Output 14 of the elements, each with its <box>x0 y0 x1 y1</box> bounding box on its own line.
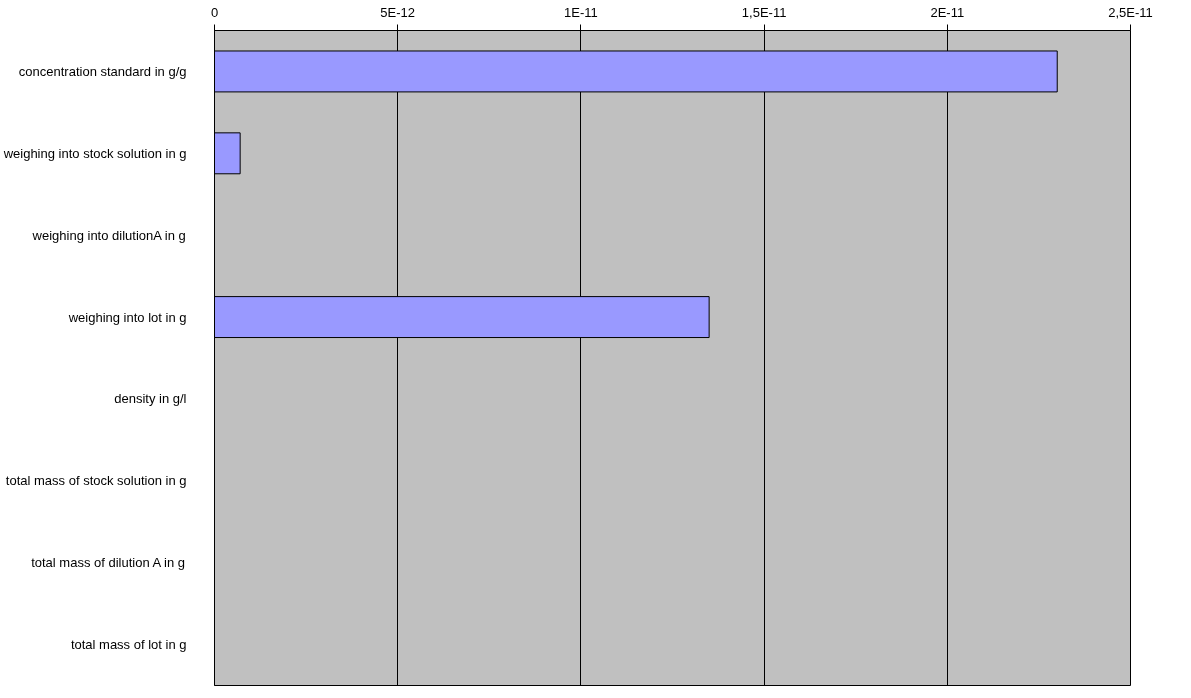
x-tick-label: 2,5E-11 <box>1108 4 1153 20</box>
x-tick-label: 1E-11 <box>564 4 598 20</box>
y-tick-label: weighing into dilutionA in g <box>31 227 186 243</box>
x-tick-label: 5E-12 <box>380 4 416 20</box>
x-tick-label: 2E-11 <box>930 4 965 20</box>
x-tick-label: 0 <box>210 4 219 20</box>
y-tick-label: concentration standard in g/g <box>18 63 187 79</box>
y-tick-label: total mass of lot in g <box>70 637 187 653</box>
x-tick-label: 1,5E-11 <box>741 4 787 20</box>
y-tick-label: weighing into lot in g <box>67 309 187 325</box>
y-tick-label: density in g/l <box>114 391 187 407</box>
y-tick-label: total mass of stock solution in g <box>5 473 187 489</box>
y-tick-label: weighing into stock solution in g <box>2 145 187 161</box>
y-tick-label: total mass of dilution A in g <box>31 555 186 571</box>
